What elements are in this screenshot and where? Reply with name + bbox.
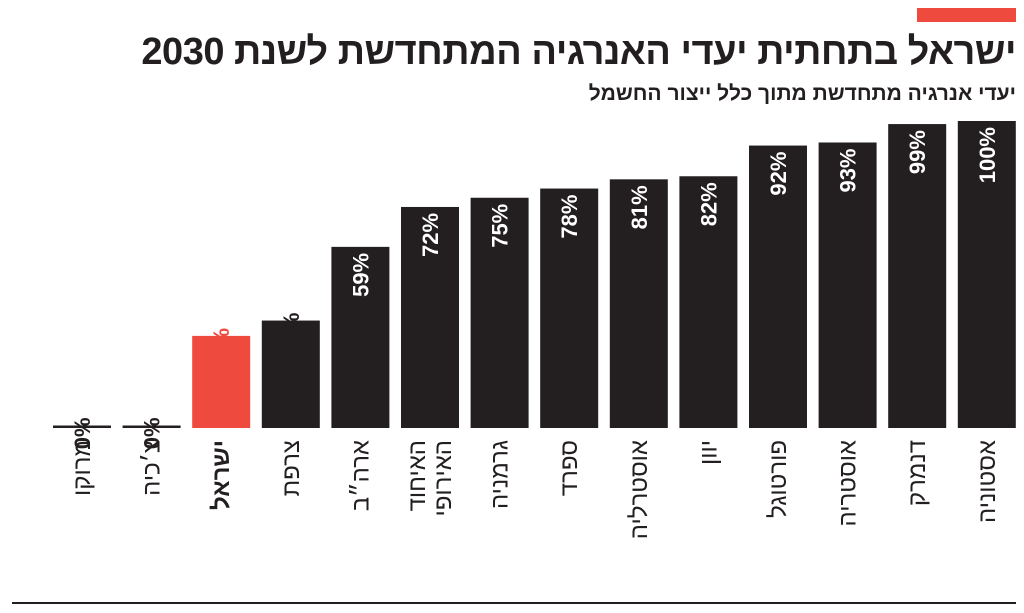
data-label-2: 30% [209, 328, 234, 372]
data-label-12: 99% [905, 130, 930, 174]
data-label-4: 59% [348, 253, 373, 297]
data-label-10: 92% [766, 152, 791, 196]
data-label-13: 100% [975, 127, 1000, 183]
bar-10 [749, 145, 807, 428]
chart-title: ישראל בתחתית יעדי האנרגיה המתחדשת לשנת 2… [141, 31, 1016, 73]
data-label-11: 93% [836, 148, 861, 192]
category-label-1: צ׳כיה [139, 440, 166, 496]
bar-5 [401, 206, 459, 428]
bar-1 [122, 425, 181, 428]
data-label-6: 75% [488, 204, 513, 248]
data-label-7: 78% [557, 195, 582, 239]
bar-8 [609, 179, 668, 428]
category-label-13: אסטוניה [974, 440, 1001, 523]
bar-11 [818, 142, 877, 429]
bar-0 [53, 425, 111, 428]
data-label-0: 0% [70, 418, 95, 450]
bar-9 [679, 176, 738, 428]
category-label-11: אוסטריה [835, 440, 862, 527]
bar-3 [261, 320, 320, 428]
bar-12 [888, 124, 947, 428]
data-label-9: 82% [696, 182, 721, 226]
bar-4 [331, 246, 390, 428]
category-label-8: אוסטרליה [626, 440, 653, 539]
category-label-3: צרפת [278, 440, 305, 496]
bar-6 [470, 197, 529, 428]
bar-13 [957, 121, 1016, 428]
category-label-0: מרוקו [69, 440, 96, 496]
chart-subtitle: יעדי אנרגיה מתחדשת מתוך כלל ייצור החשמל [588, 82, 1016, 105]
category-label-4: ארה״ב [347, 440, 374, 511]
category-label-12: דנמרק [904, 440, 931, 506]
category-label-10: פורטוגל [765, 440, 792, 518]
data-label-5: 72% [418, 213, 443, 257]
category-label-6: גרמניה [487, 440, 514, 509]
category-label-2: ישראל [208, 440, 235, 510]
bar-7 [540, 188, 599, 428]
data-label-3: 35% [279, 313, 304, 357]
category-label-7: ספרד [556, 440, 583, 496]
bar-2 [192, 335, 251, 428]
data-label-8: 81% [627, 185, 652, 229]
data-label-1: 0% [140, 418, 165, 450]
category-label-5: האיחודהאירופי [404, 440, 457, 516]
accent-bar [917, 8, 1016, 22]
category-label-9: יוון [695, 440, 722, 465]
